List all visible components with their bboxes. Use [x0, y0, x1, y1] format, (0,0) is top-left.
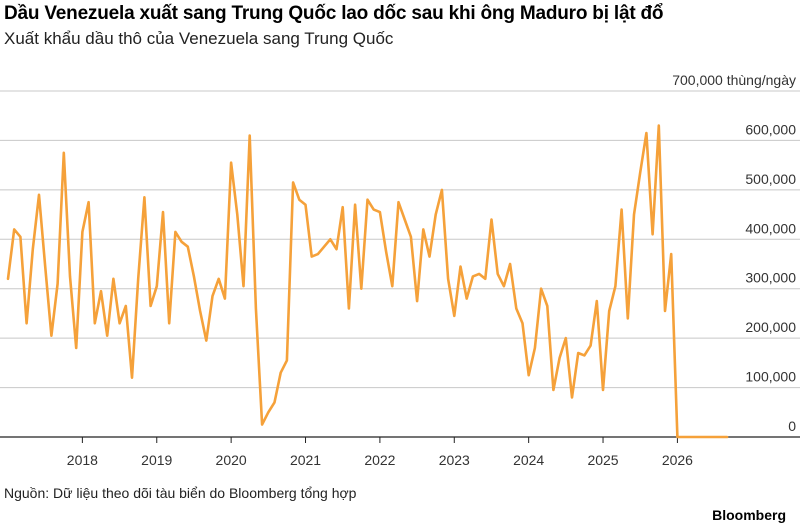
- x-tick-label: 2026: [662, 452, 693, 468]
- y-tick-label: 400,000: [745, 220, 796, 236]
- bloomberg-logo: Bloomberg: [712, 507, 786, 523]
- y-tick-label: 300,000: [745, 270, 796, 286]
- chart-title: Dầu Venezuela xuất sang Trung Quốc lao d…: [4, 3, 664, 24]
- series-line: [6, 124, 729, 439]
- y-tick-label: 200,000: [745, 319, 796, 335]
- x-tick-label: 2025: [587, 452, 618, 468]
- y-tick-label: 0: [788, 418, 796, 434]
- y-tick-label: 100,000: [745, 369, 796, 385]
- chart-subtitle: Xuất khẩu dầu thô của Venezuela sang Tru…: [4, 29, 394, 48]
- x-tick-label: 2019: [141, 452, 172, 468]
- x-tick-label: 2020: [216, 452, 247, 468]
- x-tick-label: 2021: [290, 452, 321, 468]
- x-tick-label: 2024: [513, 452, 544, 468]
- x-tick-label: 2023: [439, 452, 470, 468]
- y-tick-label: 600,000: [745, 121, 796, 137]
- x-tick-label: 2022: [364, 452, 395, 468]
- source-note: Nguồn: Dữ liệu theo dõi tàu biển do Bloo…: [4, 485, 357, 501]
- y-tick-label: 500,000: [745, 171, 796, 187]
- x-tick-label: 2018: [67, 452, 98, 468]
- y-tick-label: 700,000 thùng/ngày: [672, 72, 796, 88]
